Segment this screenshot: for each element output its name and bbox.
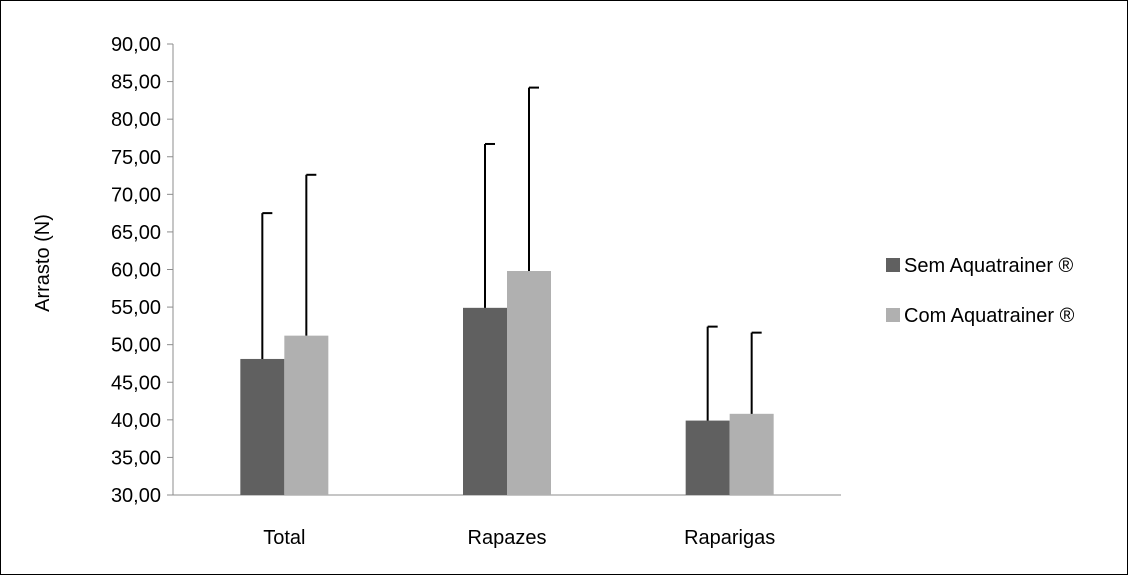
y-axis-label: Arrasto (N) [32,214,54,312]
bar [507,271,551,495]
y-tick-label: 90,00 [111,34,161,56]
y-tick-label: 65,00 [111,222,161,244]
legend-swatch [886,258,900,272]
y-tick-label: 80,00 [111,109,161,131]
y-tick-label: 35,00 [111,447,161,469]
y-tick-label: 60,00 [111,260,161,282]
y-tick-label: 70,00 [111,184,161,206]
y-tick-label: 85,00 [111,72,161,94]
x-tick-label: Total [263,527,305,549]
y-tick-label: 55,00 [111,297,161,319]
legend-label: Com Aquatrainer ® [904,305,1075,327]
bar [284,335,329,495]
legend-swatch [886,308,900,322]
x-tick-label: Raparigas [684,527,775,549]
y-tick-label: 45,00 [111,372,161,394]
y-tick-label: 75,00 [111,147,161,169]
bar [463,307,507,495]
y-tick-label: 40,00 [111,410,161,432]
y-tick-label: 50,00 [111,335,161,357]
legend-label: Sem Aquatrainer ® [904,255,1074,277]
y-tick-label: 30,00 [111,485,161,507]
bar [729,413,774,495]
x-tick-label: Rapazes [468,527,547,549]
bar [240,358,285,495]
bar [685,420,730,495]
